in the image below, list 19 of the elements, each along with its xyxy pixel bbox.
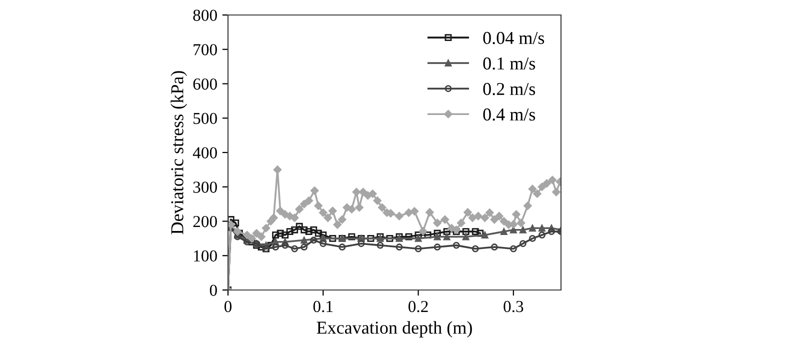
x-axis-title: Excavation depth (m) [316,321,472,338]
y-tick-label: 700 [194,44,217,56]
y-tick-label: 200 [193,216,217,228]
x-tick-label: 0.1 [313,300,333,312]
y-tick-label: 400 [192,147,217,158]
legend-label: 0.4 m/s [483,108,536,121]
legend-label: 0.2 m/s [483,82,536,96]
x-tick-label: 0 [224,300,232,312]
y-axis-title: Deviatoric stress (kPa) [170,71,188,234]
y-tick-label: 800 [193,10,217,21]
y-tick-label: 500 [194,112,217,124]
y-tick-label: 300 [193,182,217,193]
x-tick-label: 0.3 [504,300,524,312]
y-tick-label: 0 [210,284,217,296]
legend-label: 0.04 m/s [483,32,544,44]
y-tick-label: 100 [194,250,217,262]
x-tick-label: 0.2 [408,300,428,312]
y-tick-label: 600 [193,78,217,90]
legend-label: 0.1 m/s [483,57,536,70]
